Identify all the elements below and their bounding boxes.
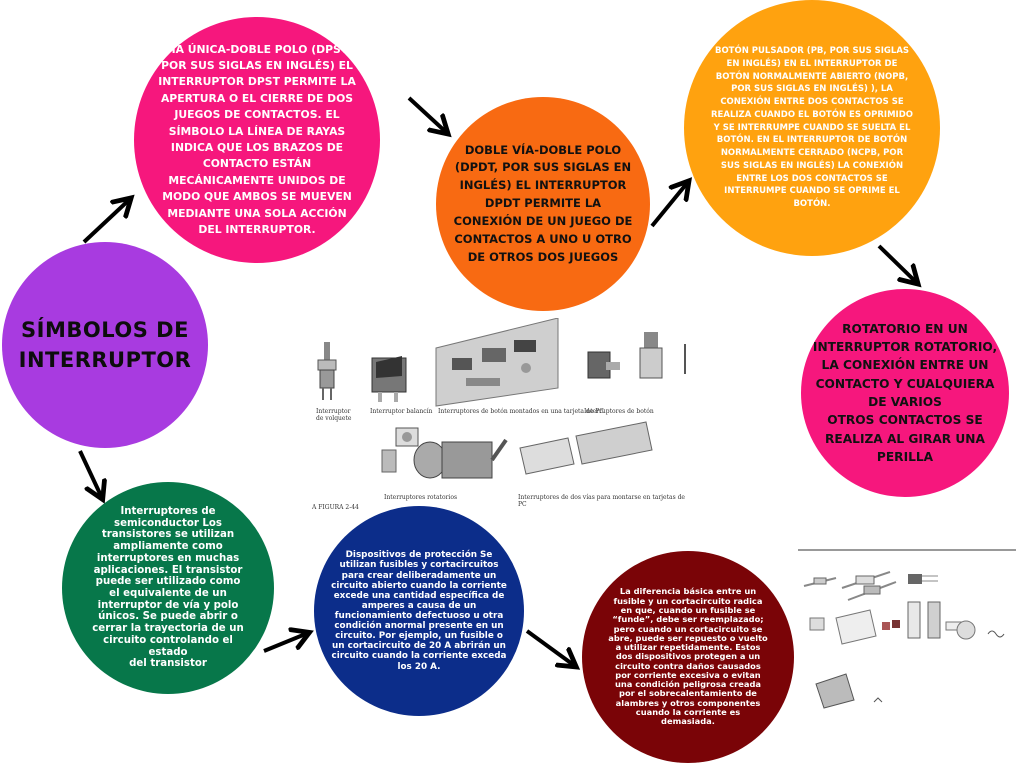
arrow-main-to-dpst — [82, 199, 130, 244]
node-diferencia-text: La diferencia básica entre un fusible y … — [608, 586, 768, 727]
node-dpdt-text: DOBLE VÍA-DOBLE POLO (DPDT, POR SUS SIGL… — [453, 142, 633, 264]
node-dpst-text: VÍA ÚNICA-DOBLE POLO (DPST, POR SUS SIGL… — [158, 42, 356, 237]
caption-figura: A FIGURA 2-44 — [312, 504, 359, 510]
fuses-breakers-illustration — [798, 549, 1016, 709]
node-rotatorio: ROTATORIO EN UN INTERRUPTOR ROTATORIO, L… — [801, 289, 1009, 497]
arrow-proteccion-to-diferencia — [525, 629, 575, 666]
caption-volquete: Interruptor de volquete — [316, 408, 352, 422]
node-proteccion: Dispositivos de protección Se utilizan f… — [314, 506, 524, 716]
rotary-switches-image — [381, 427, 508, 479]
pc-board-image — [435, 318, 559, 407]
arrow-dpdt-to-boton — [650, 182, 688, 228]
node-rotatorio-text: ROTATORIO EN UN INTERRUPTOR ROTATORIO, L… — [812, 321, 998, 464]
caption-rotatorios: Interruptores rotatorios — [384, 494, 458, 501]
arrow-dpst-to-dpdt — [407, 96, 447, 133]
node-boton-pulsador: BOTÓN PULSADOR (PB, POR SUS SIGLAS EN IN… — [684, 0, 940, 256]
node-dpst: VÍA ÚNICA-DOBLE POLO (DPST, POR SUS SIGL… — [134, 17, 380, 263]
node-proteccion-text: Dispositivos de protección Se utilizan f… — [331, 550, 507, 672]
rocker-switch-image — [371, 356, 407, 402]
fuses-breakers-photo — [796, 548, 1018, 720]
caption-balancin: Interruptor balancín — [370, 408, 433, 415]
arrow-main-to-semiconductor — [78, 450, 102, 498]
caption-boton-pc: Interruptores de botón montados en una t… — [438, 408, 604, 415]
node-dpdt: DOBLE VÍA-DOBLE POLO (DPDT, POR SUS SIGL… — [436, 97, 650, 311]
push-button-switches-image — [587, 332, 686, 379]
arrow-semiconductor-to-proteccion — [263, 633, 308, 653]
switch-components-photo: Interruptor de volquete Interruptor bala… — [306, 318, 686, 510]
node-semiconductor: Interruptores de semiconductor Los trans… — [62, 482, 274, 694]
central-node-label: SÍMBOLOS DE INTERRUPTOR — [18, 317, 192, 372]
breaker-and-fuse-parts-image — [809, 601, 1005, 709]
caption-dos-vias: Interruptores de dos vías para montarse … — [518, 494, 685, 508]
caption-boton: Interruptores de botón — [584, 408, 654, 415]
central-node: SÍMBOLOS DE INTERRUPTOR — [2, 242, 208, 448]
node-semiconductor-text: Interruptores de semiconductor Los trans… — [92, 505, 244, 670]
node-diferencia: La diferencia básica entre un fusible y … — [582, 551, 794, 763]
toggle-switch-image — [317, 342, 337, 400]
arrow-boton-to-rotatorio — [877, 244, 917, 283]
switch-components-illustration — [317, 318, 686, 479]
dip-switches-image — [519, 421, 653, 475]
node-boton-text: BOTÓN PULSADOR (PB, POR SUS SIGLAS EN IN… — [711, 46, 913, 210]
axial-fuses-image — [803, 571, 938, 601]
